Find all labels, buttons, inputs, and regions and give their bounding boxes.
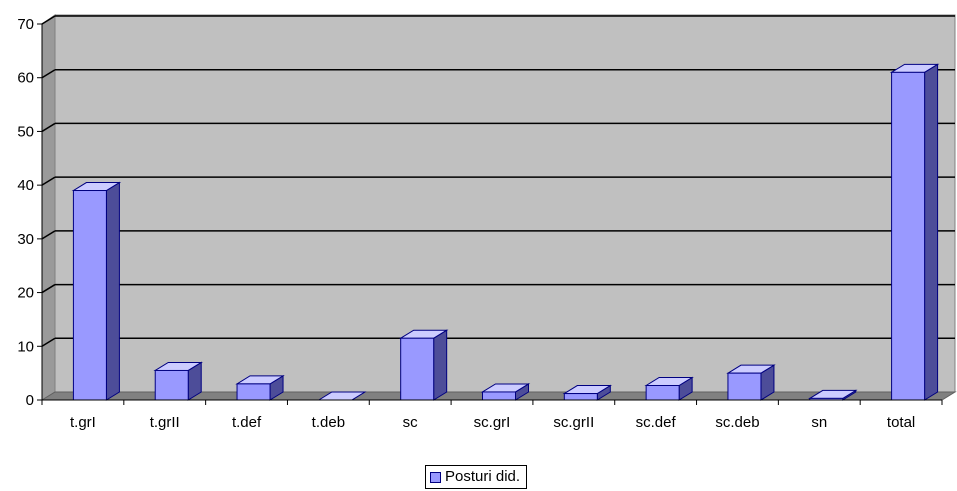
gridline-side: [41, 122, 56, 133]
bars: [71, 63, 940, 401]
y-ticks: 0 10 20 30 40 50 60 70: [17, 16, 42, 409]
bar-front: [236, 383, 271, 401]
bar-side: [105, 181, 120, 401]
bar: [808, 389, 858, 401]
y-tick-label: 70: [17, 16, 34, 33]
legend-label: Posturi did.: [445, 468, 521, 485]
chart-svg: 0 10 20 30 40 50 60 70 t.grI t.grII t.def t.deb sc s…: [17, 14, 957, 431]
x-tick-label: sc.grII: [553, 414, 594, 431]
bar: [726, 364, 776, 401]
y-tick-label: 40: [17, 177, 34, 194]
gridline-side: [41, 283, 56, 294]
x-tick-label: t.grII: [150, 414, 180, 431]
bar-front: [727, 372, 762, 401]
bar: [235, 374, 285, 401]
y-tick-label: 30: [17, 231, 34, 248]
bar-front: [72, 190, 107, 401]
x-tick-label: t.def: [232, 414, 262, 431]
bar: [71, 181, 122, 401]
x-tick-label: total: [887, 414, 915, 431]
bar: [480, 383, 531, 401]
x-tick-label: t.deb: [312, 414, 345, 431]
bar-front: [400, 337, 435, 401]
bar-front: [482, 391, 516, 401]
bar: [889, 63, 940, 401]
gridline-side: [41, 15, 56, 25]
y-tick-label: 60: [17, 70, 34, 87]
x-tick-label: sc: [403, 414, 419, 431]
bar: [644, 376, 694, 401]
x-tick-label: sn: [811, 414, 827, 431]
x-tick-label: sc.grI: [474, 414, 511, 431]
bar-front: [645, 384, 680, 401]
legend-swatch: [430, 471, 441, 483]
y-tick-label: 10: [17, 338, 34, 355]
bar-side: [433, 329, 448, 401]
y-tick-label: 50: [17, 123, 34, 140]
bar: [562, 384, 613, 401]
x-tick-label: sc.deb: [715, 414, 759, 431]
plot-back-wall: [54, 14, 956, 393]
gridline-side: [41, 337, 56, 347]
bar: [398, 329, 449, 401]
bar-front: [891, 71, 926, 401]
x-tick-label: t.grI: [70, 414, 96, 431]
x-ticks: t.grI t.grII t.def t.deb sc sc.grI sc.grII sc.d…: [41, 400, 943, 431]
gridline-side: [41, 176, 56, 186]
y-tick-label: 0: [26, 392, 34, 409]
bar-front: [154, 369, 189, 401]
gridlines: [41, 15, 955, 347]
gridline-side: [41, 69, 56, 79]
legend: Posturi did.: [425, 465, 528, 489]
bar-front: [563, 393, 598, 401]
y-tick-label: 20: [17, 285, 34, 302]
x-tick-label: sc.def: [636, 414, 677, 431]
bar-side: [924, 63, 939, 401]
bar: [153, 361, 203, 401]
gridline-side: [41, 230, 56, 240]
